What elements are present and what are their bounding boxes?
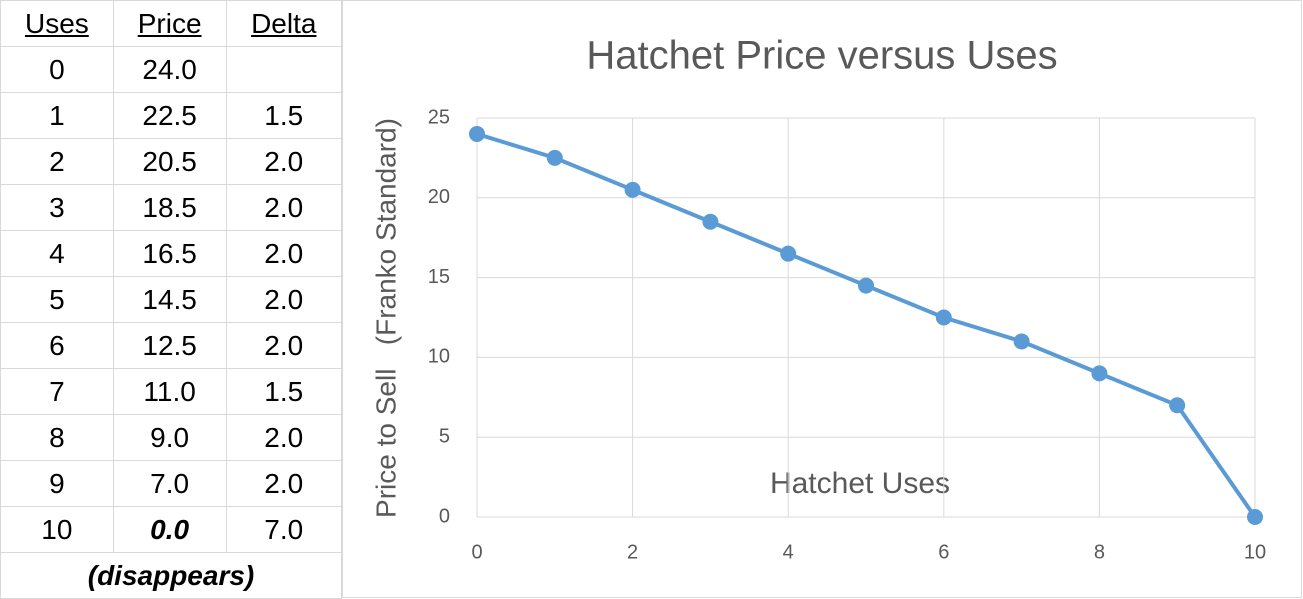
- table-cell: 2.0: [225, 276, 342, 323]
- chart: Hatchet Price versus Uses Hatchet Uses P…: [342, 0, 1302, 598]
- data-point: [624, 181, 641, 198]
- table-cell: 14.5: [112, 276, 227, 323]
- table-row: 5 14.5 2.0: [0, 276, 342, 323]
- table-cell: 7.0: [225, 506, 342, 553]
- table-cell: 1: [0, 92, 114, 139]
- x-tick-label: 4: [783, 541, 794, 563]
- table-cell: 7.0: [112, 460, 227, 507]
- table-row: 4 16.5 2.0: [0, 230, 342, 277]
- data-point: [546, 149, 563, 166]
- table-row: 3 18.5 2.0: [0, 184, 342, 231]
- table-cell: 0: [0, 46, 114, 93]
- table-cell: 18.5: [112, 184, 227, 231]
- x-tick-label: 6: [938, 541, 949, 563]
- table-cell: 9: [0, 460, 114, 507]
- table-cell: 2: [0, 138, 114, 185]
- y-axis-label: Price to Sell (Franko Standard): [370, 118, 401, 518]
- table-cell: 22.5: [112, 92, 227, 139]
- y-tick-label: 10: [428, 346, 450, 368]
- x-axis-label: Hatchet Uses: [770, 467, 950, 500]
- table-cell: 12.5: [112, 322, 227, 369]
- table-cell: 2.0: [225, 414, 342, 461]
- chart-title: Hatchet Price versus Uses: [586, 34, 1057, 78]
- column-header: Uses: [0, 0, 114, 47]
- table-cell: 2.0: [225, 322, 342, 369]
- table-row: (disappears): [0, 552, 342, 599]
- data-point: [1247, 509, 1263, 525]
- data-table: Uses Price Delta 0 24.0 1 22.5 1.5 2 20.5 2.0 3 18.5…: [0, 0, 342, 599]
- table-cell: 10: [0, 506, 114, 553]
- data-point: [780, 245, 797, 262]
- data-point: [469, 125, 485, 142]
- y-tick-label: 0: [439, 505, 450, 527]
- table-row: 10 0.0 7.0: [0, 506, 342, 553]
- data-point: [1013, 333, 1030, 350]
- table-cell: 8: [0, 414, 114, 461]
- table-cell: 16.5: [112, 230, 227, 277]
- table-cell: [225, 46, 342, 93]
- table-row: 1 22.5 1.5: [0, 92, 342, 139]
- x-tick-label: 0: [471, 541, 482, 563]
- table-cell: 9.0: [112, 414, 227, 461]
- table-row: 2 20.5 2.0: [0, 138, 342, 185]
- data-point: [935, 309, 952, 326]
- table-row: 6 12.5 2.0: [0, 322, 342, 369]
- table-cell: 3: [0, 184, 114, 231]
- table-cell: 2.0: [225, 184, 342, 231]
- data-point: [702, 213, 719, 230]
- column-header: Price: [112, 0, 227, 47]
- table-cell: 20.5: [112, 138, 227, 185]
- y-tick-label: 25: [428, 106, 450, 128]
- column-header: Delta: [225, 0, 342, 47]
- data-point: [858, 277, 874, 294]
- table-cell: 24.0: [112, 46, 227, 93]
- x-tick-label: 8: [1094, 541, 1105, 563]
- table-cell: 6: [0, 322, 114, 369]
- x-tick-label: 2: [627, 541, 638, 563]
- table-cell: 5: [0, 276, 114, 323]
- table-cell: 2.0: [225, 460, 342, 507]
- table-cell: 7: [0, 368, 114, 415]
- table-cell: 0.0: [112, 506, 227, 553]
- table-cell: 1.5: [225, 368, 342, 415]
- y-tick-label: 15: [428, 266, 450, 288]
- table-note: (disappears): [0, 552, 342, 599]
- table-row: 0 24.0: [0, 46, 342, 93]
- table-cell: 2.0: [225, 138, 342, 185]
- data-point: [1169, 397, 1186, 414]
- table-cell: 11.0: [112, 368, 227, 415]
- chart-frame: [342, 0, 1302, 598]
- y-tick-label: 20: [428, 186, 450, 208]
- y-tick-label: 5: [439, 425, 450, 447]
- x-tick-label: 10: [1244, 541, 1266, 563]
- table-cell: 1.5: [225, 92, 342, 139]
- table-row: 8 9.0 2.0: [0, 414, 342, 461]
- table-row: 7 11.0 1.5: [0, 368, 342, 415]
- data-point: [1091, 365, 1108, 382]
- table-row: 9 7.0 2.0: [0, 460, 342, 507]
- table-cell: 2.0: [225, 230, 342, 277]
- table-row: Uses Price Delta: [0, 0, 342, 47]
- table-cell: 4: [0, 230, 114, 277]
